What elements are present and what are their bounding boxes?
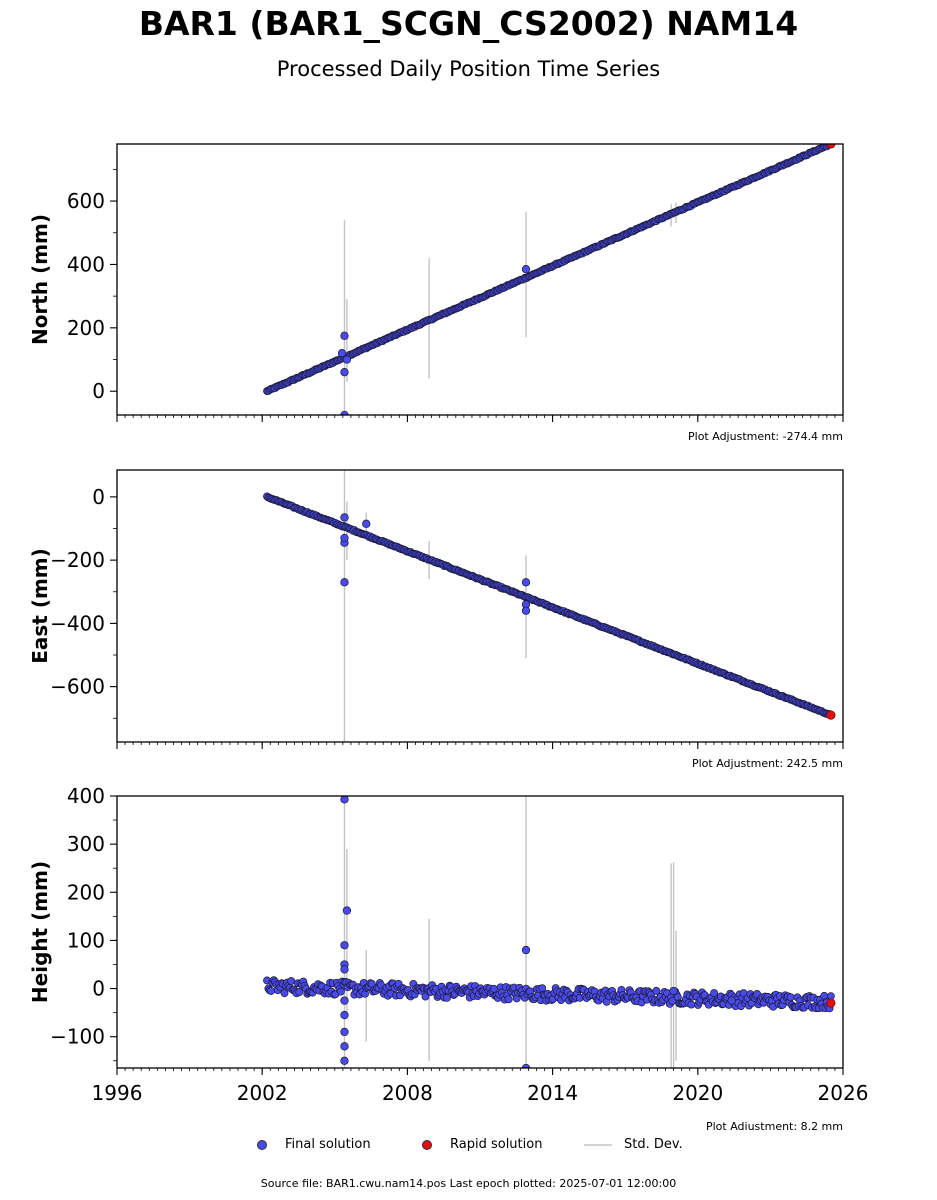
y-tick-label: 0 xyxy=(92,977,105,1001)
final-outlier-point xyxy=(340,331,349,340)
final-point xyxy=(442,993,451,1002)
y-tick-label: 300 xyxy=(67,832,105,856)
y-tick-label: −100 xyxy=(50,1025,105,1049)
y-tick-label: 0 xyxy=(92,485,105,509)
y-tick-label: −200 xyxy=(50,548,105,572)
final-point xyxy=(710,989,719,998)
y-tick-label: 0 xyxy=(92,379,105,403)
x-tick-label: 2020 xyxy=(672,1081,723,1105)
panel-frame xyxy=(116,795,844,1069)
final-outlier-point xyxy=(340,1056,349,1065)
plot-area xyxy=(263,144,836,415)
plot-area xyxy=(263,796,836,1068)
y-tick-label: 400 xyxy=(67,252,105,276)
plot-adjustment-label: Plot Adjustment: 8.2 mm xyxy=(706,1120,843,1130)
final-outlier-point xyxy=(362,519,371,528)
source-footer: Source file: BAR1.cwu.nam14.pos Last epo… xyxy=(260,1177,677,1190)
legend-rapid: Rapid solution xyxy=(422,1137,542,1152)
x-tick-label: 2014 xyxy=(527,1081,578,1105)
final-point xyxy=(687,1000,696,1009)
final-outlier-point xyxy=(521,945,531,955)
final-outlier-point xyxy=(340,1027,349,1037)
chart-subtitle: Processed Daily Position Time Series xyxy=(276,57,661,81)
legend: Final solution Rapid solution Std. Dev. xyxy=(0,1137,937,1157)
panel-2: 1996 2002 2008 2014 2020 2026 −100 0 100 200 300 40… xyxy=(28,784,868,1130)
y-tick-label: 100 xyxy=(67,928,105,952)
final-point xyxy=(786,993,795,1002)
final-outlier-point xyxy=(340,941,349,950)
legend-final-label: Final solution xyxy=(285,1137,371,1152)
rapid-point xyxy=(826,710,836,720)
panel-1: −600 −400 −200 0 East (mm) Plot Adjustment: 2… xyxy=(28,469,844,770)
y-tick-label: 600 xyxy=(67,189,105,213)
final-point xyxy=(652,986,661,995)
final-outlier-point xyxy=(521,578,531,587)
final-outlier-point xyxy=(342,355,352,364)
final-outlier-point xyxy=(340,1010,349,1020)
x-tick-label: 1996 xyxy=(92,1081,143,1105)
final-point xyxy=(336,987,345,996)
final-point xyxy=(538,984,547,993)
final-outlier-point xyxy=(521,606,531,615)
chart-title: BAR1 (BAR1_SCGN_CS2002) NAM14 xyxy=(138,4,799,43)
final-point xyxy=(267,987,276,995)
final-point xyxy=(287,977,296,986)
y-tick-label: 200 xyxy=(67,880,105,904)
y-tick-label: 400 xyxy=(67,784,105,808)
final-outlier-point xyxy=(340,996,349,1005)
y-tick-label: −400 xyxy=(50,611,105,635)
final-outlier-point xyxy=(340,513,349,522)
y-axis-label: Height (mm) xyxy=(28,861,52,1003)
final-point xyxy=(504,995,513,1004)
y-axis-label: North (mm) xyxy=(28,214,52,345)
final-solution-marker-icon xyxy=(257,1139,267,1150)
y-tick-label: −600 xyxy=(50,675,105,699)
final-outlier-point xyxy=(340,410,349,415)
plot-area xyxy=(263,470,836,742)
legend-std-label: Std. Dev. xyxy=(624,1137,683,1152)
final-outlier-point xyxy=(337,349,347,358)
final-outlier-point xyxy=(340,368,349,377)
final-outlier-point xyxy=(669,986,678,996)
panel-frame xyxy=(116,469,844,743)
x-tick-label: 2008 xyxy=(382,1081,433,1105)
final-outlier-point xyxy=(340,578,349,587)
time-series-chart: 0 200 400 600 North (mm) Plot Adjustment: -27… xyxy=(28,143,868,1130)
final-point xyxy=(295,988,304,997)
final-outlier-point xyxy=(342,906,352,915)
rapid-point xyxy=(826,998,836,1008)
plot-adjustment-label: Plot Adjustment: -274.4 mm xyxy=(688,430,843,443)
y-tick-label: 200 xyxy=(67,316,105,340)
std-dev-line-icon xyxy=(584,1143,612,1146)
final-outlier-point xyxy=(340,1042,349,1051)
final-outlier-point xyxy=(340,533,349,543)
final-outlier-point xyxy=(340,965,349,974)
final-point xyxy=(280,989,289,998)
legend-std: Std. Dev. xyxy=(584,1137,683,1152)
panel-0: 0 200 400 600 North (mm) Plot Adjustment: -27… xyxy=(28,143,844,443)
x-tick-label: 2002 xyxy=(237,1081,288,1105)
final-point xyxy=(489,984,498,993)
y-axis-label: East (mm) xyxy=(28,548,52,664)
rapid-solution-marker-icon xyxy=(422,1139,432,1150)
legend-final: Final solution xyxy=(257,1137,371,1152)
final-outlier-point xyxy=(340,796,349,804)
legend-rapid-label: Rapid solution xyxy=(450,1137,543,1152)
final-outlier-point xyxy=(521,265,531,274)
plot-adjustment-label: Plot Adjustment: 242.5 mm xyxy=(692,757,843,770)
final-outlier-point xyxy=(727,996,736,1005)
x-tick-label: 2026 xyxy=(818,1081,869,1105)
